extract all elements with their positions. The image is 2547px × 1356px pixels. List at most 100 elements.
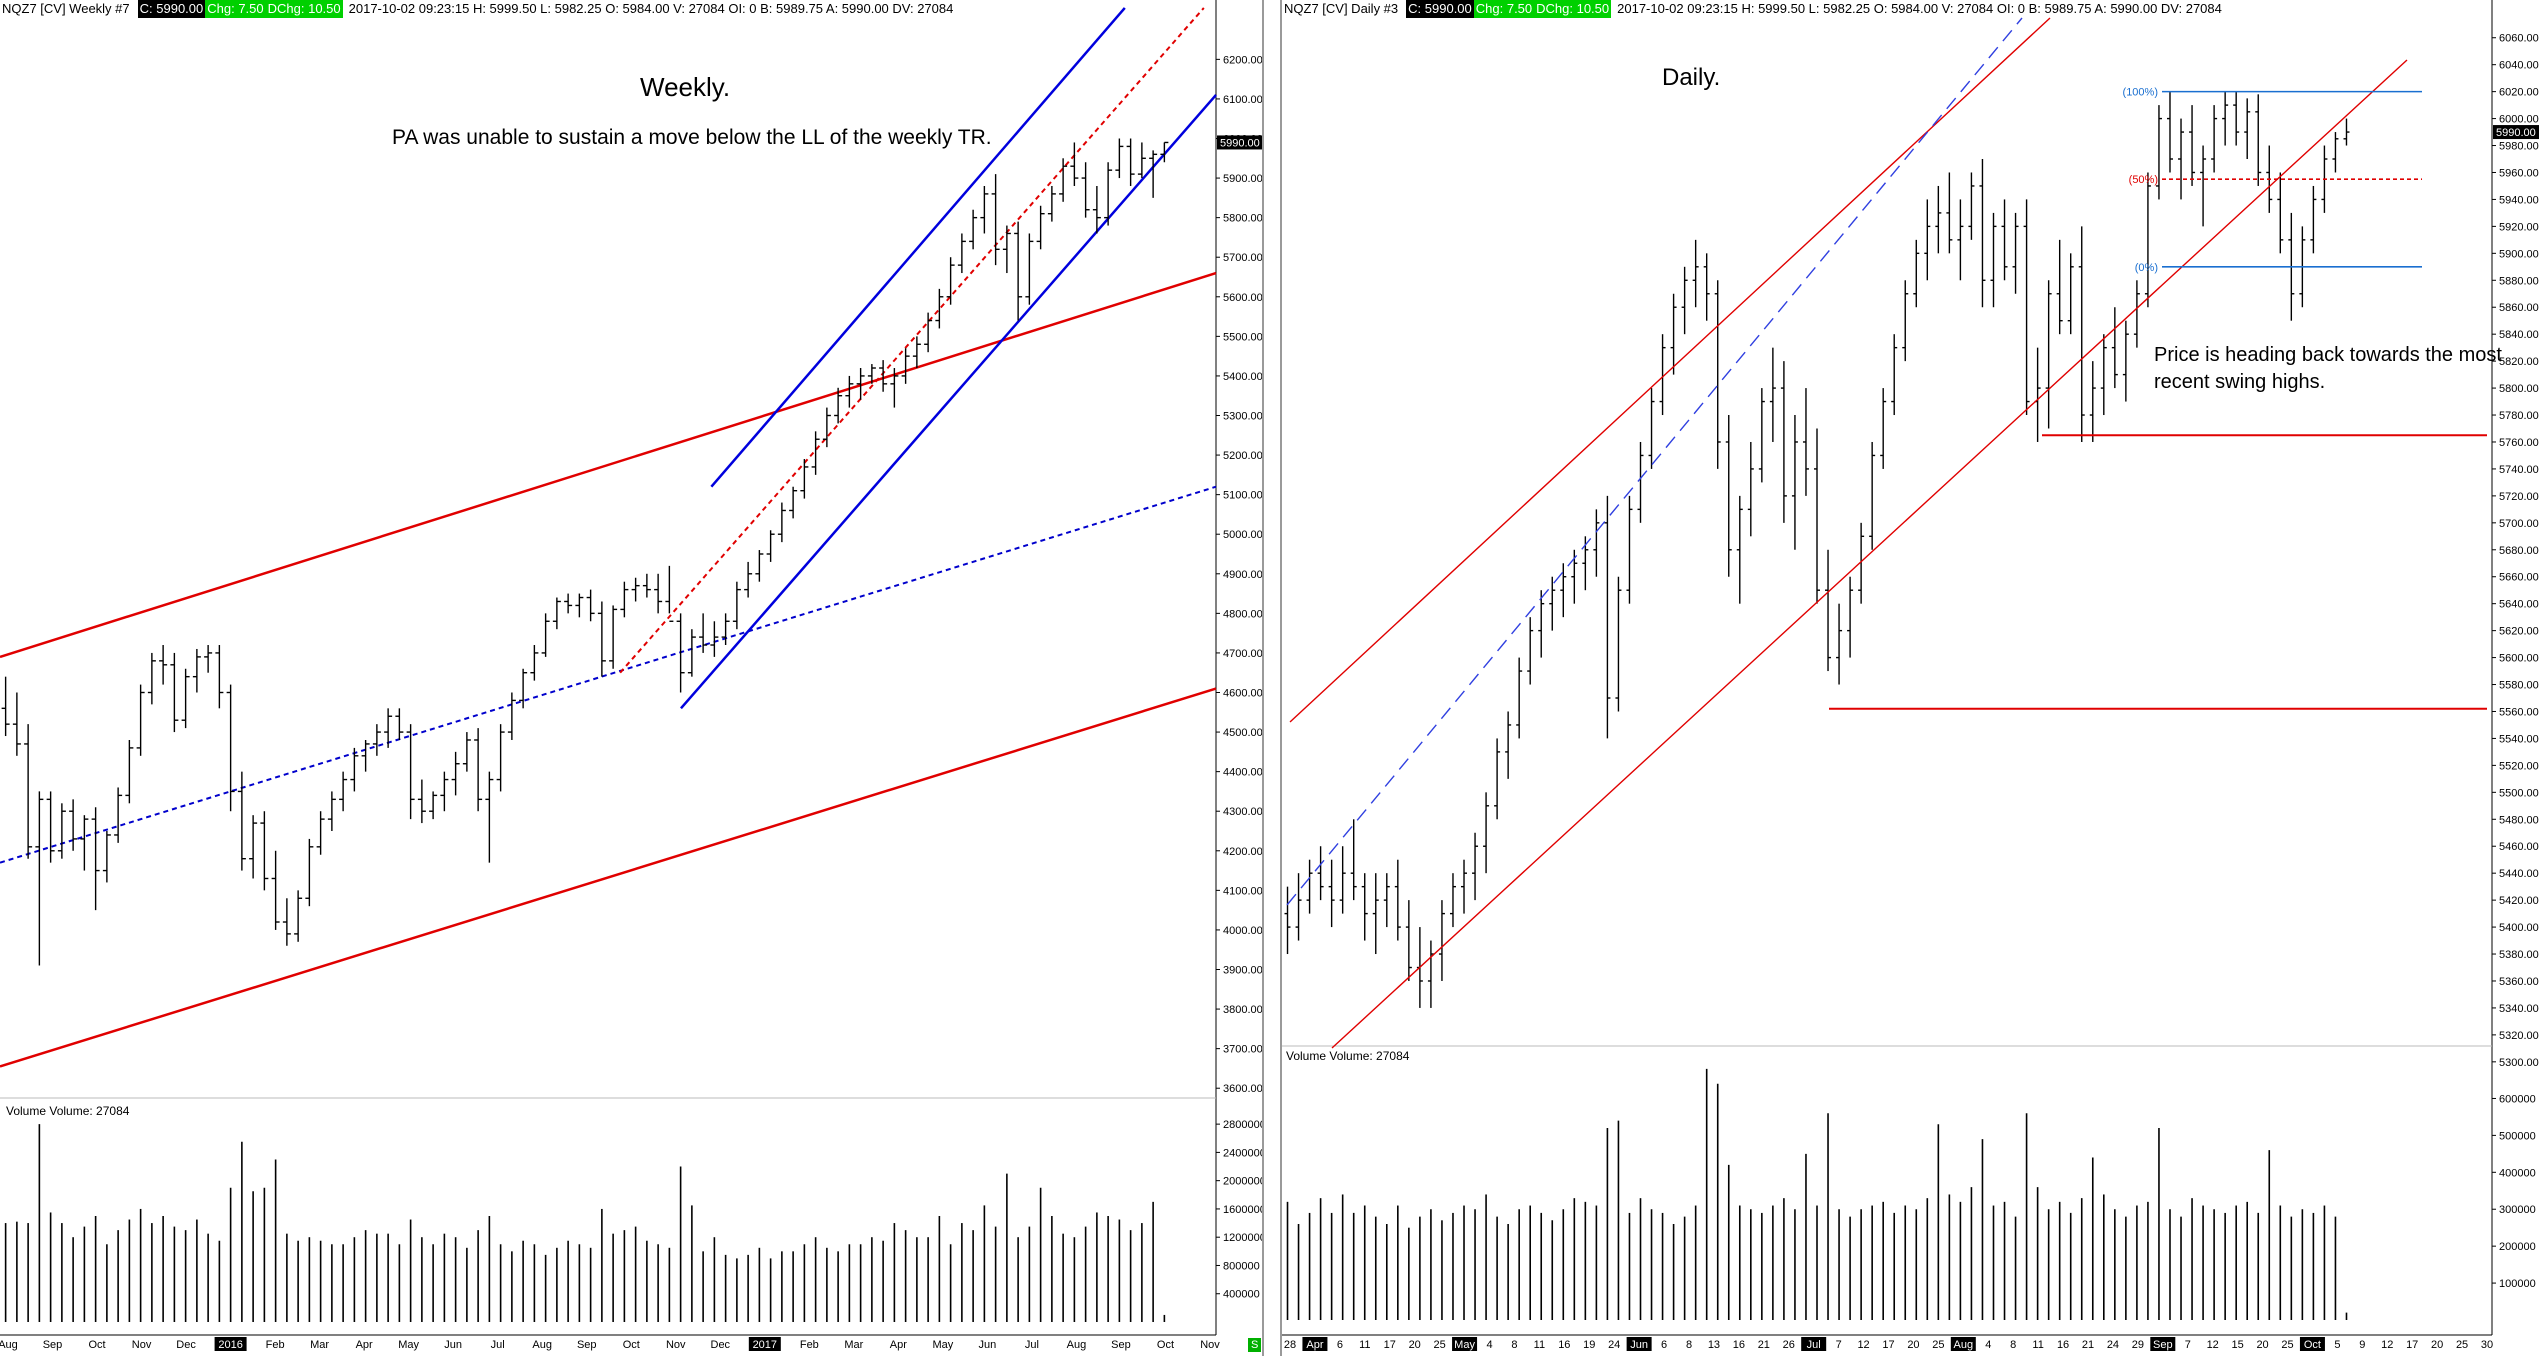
ohlc-bar	[845, 375, 854, 408]
date-tick-label: Dec	[176, 1339, 196, 1351]
date-tick-label: Aug	[1954, 1339, 1974, 1351]
ohlc-bar	[1438, 900, 1445, 981]
price-tick-label: 5460.00	[2499, 841, 2539, 853]
ohlc-bar	[957, 233, 966, 274]
ohlc-bar	[1014, 221, 1023, 321]
date-tick-label: 12	[2381, 1339, 2393, 1351]
ohlc-bar	[969, 209, 978, 250]
ohlc-bar	[204, 645, 213, 673]
ohlc-bar	[766, 530, 775, 562]
weekly-chart[interactable]: 3600.00 3700.00 3800.00 3900.00 4000.00 4100.…	[0, 0, 1262, 1356]
weekly-annotation-text[interactable]: PA was unable to sustain a move below th…	[392, 126, 992, 149]
price-tick-label: 5600.00	[1223, 292, 1262, 304]
date-tick-label: 5	[2334, 1339, 2340, 1351]
date-tick-highlight	[2150, 1337, 2176, 1351]
current-price-tag: 5990.00	[2496, 127, 2536, 139]
ohlc-bar	[710, 621, 719, 657]
fib-level-label: (0%)	[2135, 262, 2158, 274]
date-tick-highlight	[214, 1337, 247, 1351]
ohlc-bar	[946, 257, 955, 305]
ohlc-bar	[519, 668, 528, 709]
daily-chart[interactable]: 5300.00 5320.00 5340.00 5360.00 5380.00 5400.…	[1282, 0, 2547, 1356]
weekly-chart-panel[interactable]: 3600.00 3700.00 3800.00 3900.00 4000.00 4100.…	[0, 0, 1262, 1356]
price-tick-label: 5540.00	[2499, 733, 2539, 745]
date-tick-label: Aug	[0, 1339, 18, 1351]
volume-tick-label: 2000000	[1223, 1176, 1262, 1188]
date-tick-label: 19	[1583, 1339, 1595, 1351]
daily-chart-panel[interactable]: 5300.00 5320.00 5340.00 5360.00 5380.00 5400.…	[1282, 0, 2547, 1356]
date-tick-label: 2017	[753, 1339, 777, 1351]
date-tick-label: Sep	[1111, 1339, 1131, 1351]
date-tick-label: 16	[1733, 1339, 1745, 1351]
ohlc-bar	[2200, 145, 2207, 227]
ohlc-bar	[226, 684, 235, 812]
ohlc-bar	[631, 577, 640, 602]
volume-tick-label: 2400000	[1223, 1147, 1262, 1159]
ohlc-bar	[2111, 307, 2118, 389]
volume-tick-label: 600000	[2499, 1093, 2536, 1105]
ohlc-bar	[215, 645, 224, 709]
date-tick-label: 7	[1836, 1339, 1842, 1351]
daily-annotation-title[interactable]: Daily.	[1662, 64, 1721, 91]
date-tick-label: 20	[1409, 1339, 1421, 1351]
price-tick-label: 5600.00	[2499, 653, 2539, 665]
ohlc-bar	[237, 771, 246, 871]
date-tick-label: Sep	[577, 1339, 597, 1351]
ohlc-bar	[1626, 495, 1633, 604]
price-tick-label: 4400.00	[1223, 767, 1262, 779]
price-tick-label: 5420.00	[2499, 895, 2539, 907]
date-axis-background	[0, 1335, 1262, 1356]
price-tick-label: 5780.00	[2499, 410, 2539, 422]
ohlc-bar	[867, 364, 876, 384]
ohlc-bar	[665, 565, 674, 622]
weekly-annotation-title[interactable]: Weekly.	[640, 72, 731, 102]
weekly-header: NQZ7 [CV] Weekly #7 C: 5990.00 Chg: 7.50…	[0, 0, 955, 18]
date-tick-label: Apr	[356, 1339, 373, 1351]
ohlc-bar	[1780, 361, 1787, 523]
daily-annotation-text[interactable]: Price is heading back towards the most r…	[2154, 342, 2502, 396]
ohlc-bar	[609, 605, 618, 669]
ohlc-bar	[1070, 142, 1079, 186]
ohlc-bar	[1461, 859, 1468, 914]
price-tick-label: 5800.00	[2499, 383, 2539, 395]
ohlc-bar	[755, 550, 764, 582]
ohlc-bar	[2343, 118, 2350, 146]
ohlc-bar	[2166, 91, 2173, 173]
date-tick-label: Aug	[1067, 1339, 1087, 1351]
ohlc-bar	[1149, 150, 1158, 198]
current-price-box	[1217, 135, 1262, 150]
date-tick-label: 11	[2032, 1339, 2043, 1351]
ohlc-bar	[1, 676, 10, 737]
daily-chg-value: Chg: 7.50	[1473, 0, 1535, 18]
ohlc-bar	[1725, 415, 1732, 577]
ohlc-bar	[12, 692, 21, 756]
price-tick-label: 5940.00	[2499, 194, 2539, 206]
ohlc-bar	[1560, 563, 1567, 618]
ohlc-bar	[1990, 212, 1997, 308]
price-tick-label: 5580.00	[2499, 680, 2539, 692]
ohlc-bar	[440, 771, 449, 812]
date-tick-label: Mar	[844, 1339, 863, 1351]
ohlc-bar	[1935, 185, 1942, 254]
panel-splitter[interactable]	[1262, 0, 1282, 1356]
ohlc-bar	[271, 850, 280, 930]
date-tick-label: 8	[1511, 1339, 1517, 1351]
trendline	[0, 485, 1217, 864]
date-tick-label: Oct	[88, 1339, 105, 1351]
ohlc-bar	[1858, 522, 1865, 604]
date-tick-highlight	[1452, 1337, 1478, 1351]
ohlc-bar	[552, 597, 561, 630]
date-tick-label: Nov	[132, 1339, 152, 1351]
upper-red-channel	[1289, 17, 2051, 723]
ohlc-bar	[1372, 873, 1379, 955]
price-tick-label: 6200.00	[1223, 54, 1262, 66]
date-tick-label: 12	[1857, 1339, 1869, 1351]
date-tick-label: 20	[2256, 1339, 2268, 1351]
price-tick-label: 5300.00	[2499, 1057, 2539, 1069]
ohlc-bar	[451, 751, 460, 796]
date-tick-label: Feb	[800, 1339, 819, 1351]
weekly-close-value: C: 5990.00	[137, 0, 206, 18]
price-tick-label: 5920.00	[2499, 221, 2539, 233]
ohlc-bar	[372, 724, 381, 756]
price-tick-label: 6060.00	[2499, 33, 2539, 45]
